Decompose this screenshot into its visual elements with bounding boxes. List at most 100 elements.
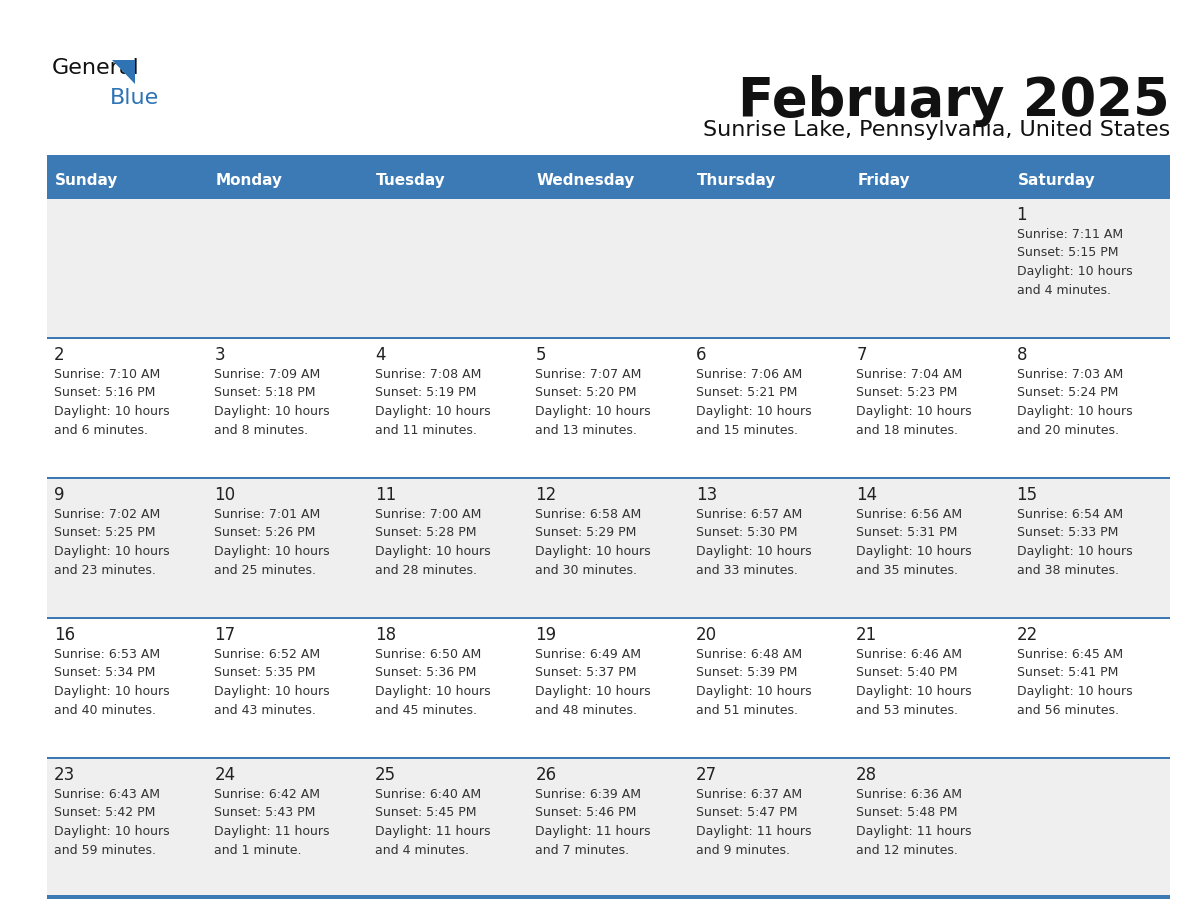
Bar <box>48 478 208 618</box>
Bar <box>48 897 1170 900</box>
Text: Sunrise: 6:52 AM: Sunrise: 6:52 AM <box>214 648 321 661</box>
Text: Sunset: 5:42 PM: Sunset: 5:42 PM <box>53 807 156 820</box>
Text: Sunset: 5:33 PM: Sunset: 5:33 PM <box>1017 527 1118 540</box>
Text: Sunset: 5:41 PM: Sunset: 5:41 PM <box>1017 666 1118 679</box>
Bar <box>48 337 1170 340</box>
Text: Daylight: 10 hours: Daylight: 10 hours <box>53 685 170 698</box>
Text: Sunrise: 6:49 AM: Sunrise: 6:49 AM <box>536 648 642 661</box>
Text: Sunrise: 7:06 AM: Sunrise: 7:06 AM <box>696 368 802 381</box>
Text: Sunrise: 7:00 AM: Sunrise: 7:00 AM <box>375 508 481 521</box>
Bar <box>208 618 368 758</box>
Text: Sunrise: 6:40 AM: Sunrise: 6:40 AM <box>375 788 481 801</box>
Text: Tuesday: Tuesday <box>375 173 446 188</box>
Text: Sunrise: 6:57 AM: Sunrise: 6:57 AM <box>696 508 802 521</box>
Bar <box>48 618 208 758</box>
Bar <box>48 895 1170 898</box>
Text: and 30 minutes.: and 30 minutes. <box>536 564 637 577</box>
Text: Sunrise: 7:08 AM: Sunrise: 7:08 AM <box>375 368 481 381</box>
Bar <box>48 617 1170 620</box>
Text: Sunset: 5:15 PM: Sunset: 5:15 PM <box>1017 247 1118 260</box>
Bar <box>1010 618 1170 758</box>
Text: Daylight: 10 hours: Daylight: 10 hours <box>375 545 491 558</box>
Bar <box>48 155 1170 163</box>
Text: Sunset: 5:20 PM: Sunset: 5:20 PM <box>536 386 637 399</box>
Text: and 18 minutes.: and 18 minutes. <box>857 423 959 436</box>
Text: 4: 4 <box>375 346 385 364</box>
Text: Sunset: 5:45 PM: Sunset: 5:45 PM <box>375 807 476 820</box>
Bar <box>368 758 529 898</box>
Bar <box>208 338 368 478</box>
Text: Sunrise: 6:54 AM: Sunrise: 6:54 AM <box>1017 508 1123 521</box>
Text: and 13 minutes.: and 13 minutes. <box>536 423 637 436</box>
Text: 8: 8 <box>1017 346 1028 364</box>
Text: and 56 minutes.: and 56 minutes. <box>1017 703 1119 717</box>
Text: 18: 18 <box>375 626 396 644</box>
Text: and 4 minutes.: and 4 minutes. <box>375 844 469 856</box>
Text: Daylight: 11 hours: Daylight: 11 hours <box>696 825 811 838</box>
Text: Daylight: 10 hours: Daylight: 10 hours <box>857 545 972 558</box>
Text: Daylight: 10 hours: Daylight: 10 hours <box>375 685 491 698</box>
Text: Sunset: 5:34 PM: Sunset: 5:34 PM <box>53 666 156 679</box>
Text: 23: 23 <box>53 766 75 784</box>
Text: Sunrise: 6:45 AM: Sunrise: 6:45 AM <box>1017 648 1123 661</box>
Text: Sunrise: 6:46 AM: Sunrise: 6:46 AM <box>857 648 962 661</box>
Text: 26: 26 <box>536 766 556 784</box>
Text: Sunset: 5:35 PM: Sunset: 5:35 PM <box>214 666 316 679</box>
Text: and 45 minutes.: and 45 minutes. <box>375 703 476 717</box>
Text: 28: 28 <box>857 766 877 784</box>
Text: Daylight: 10 hours: Daylight: 10 hours <box>214 405 330 418</box>
Text: Sunrise: 6:50 AM: Sunrise: 6:50 AM <box>375 648 481 661</box>
Bar <box>368 338 529 478</box>
Text: Sunset: 5:26 PM: Sunset: 5:26 PM <box>214 527 316 540</box>
Text: 6: 6 <box>696 346 706 364</box>
Text: Sunrise: 6:48 AM: Sunrise: 6:48 AM <box>696 648 802 661</box>
Bar <box>208 758 368 898</box>
Text: and 1 minute.: and 1 minute. <box>214 844 302 856</box>
Text: Sunset: 5:25 PM: Sunset: 5:25 PM <box>53 527 156 540</box>
Text: Daylight: 10 hours: Daylight: 10 hours <box>1017 265 1132 278</box>
Text: 13: 13 <box>696 486 718 504</box>
Bar <box>529 198 689 338</box>
Bar <box>849 163 1010 198</box>
Text: Sunrise: 6:43 AM: Sunrise: 6:43 AM <box>53 788 160 801</box>
Text: Sunset: 5:23 PM: Sunset: 5:23 PM <box>857 386 958 399</box>
Text: and 53 minutes.: and 53 minutes. <box>857 703 959 717</box>
Text: Sunrise: 6:58 AM: Sunrise: 6:58 AM <box>536 508 642 521</box>
Text: Friday: Friday <box>858 173 910 188</box>
Text: Sunday: Sunday <box>55 173 119 188</box>
Text: Sunset: 5:29 PM: Sunset: 5:29 PM <box>536 527 637 540</box>
Text: and 15 minutes.: and 15 minutes. <box>696 423 797 436</box>
Text: Monday: Monday <box>215 173 283 188</box>
Text: and 51 minutes.: and 51 minutes. <box>696 703 797 717</box>
Text: and 40 minutes.: and 40 minutes. <box>53 703 156 717</box>
Text: Daylight: 11 hours: Daylight: 11 hours <box>214 825 330 838</box>
Text: Sunrise Lake, Pennsylvania, United States: Sunrise Lake, Pennsylvania, United State… <box>703 120 1170 140</box>
Text: Blue: Blue <box>110 88 159 108</box>
Bar <box>208 198 368 338</box>
Text: 1: 1 <box>1017 206 1028 224</box>
Text: Sunset: 5:31 PM: Sunset: 5:31 PM <box>857 527 958 540</box>
Text: and 59 minutes.: and 59 minutes. <box>53 844 156 856</box>
Text: Sunset: 5:30 PM: Sunset: 5:30 PM <box>696 527 797 540</box>
Text: and 23 minutes.: and 23 minutes. <box>53 564 156 577</box>
Text: Daylight: 10 hours: Daylight: 10 hours <box>857 685 972 698</box>
Text: Daylight: 10 hours: Daylight: 10 hours <box>214 685 330 698</box>
Text: Daylight: 10 hours: Daylight: 10 hours <box>696 405 811 418</box>
Bar <box>849 338 1010 478</box>
Text: and 25 minutes.: and 25 minutes. <box>214 564 316 577</box>
Text: Sunset: 5:28 PM: Sunset: 5:28 PM <box>375 527 476 540</box>
Text: 27: 27 <box>696 766 716 784</box>
Text: General: General <box>52 58 140 78</box>
Bar <box>48 476 1170 479</box>
Bar <box>529 758 689 898</box>
Text: Sunset: 5:46 PM: Sunset: 5:46 PM <box>536 807 637 820</box>
Bar <box>48 163 208 198</box>
Bar <box>529 618 689 758</box>
Text: Daylight: 10 hours: Daylight: 10 hours <box>696 545 811 558</box>
Text: and 43 minutes.: and 43 minutes. <box>214 703 316 717</box>
Bar <box>48 338 208 478</box>
Text: Sunset: 5:48 PM: Sunset: 5:48 PM <box>857 807 958 820</box>
Text: Daylight: 10 hours: Daylight: 10 hours <box>1017 405 1132 418</box>
Text: 17: 17 <box>214 626 235 644</box>
Bar <box>689 758 849 898</box>
